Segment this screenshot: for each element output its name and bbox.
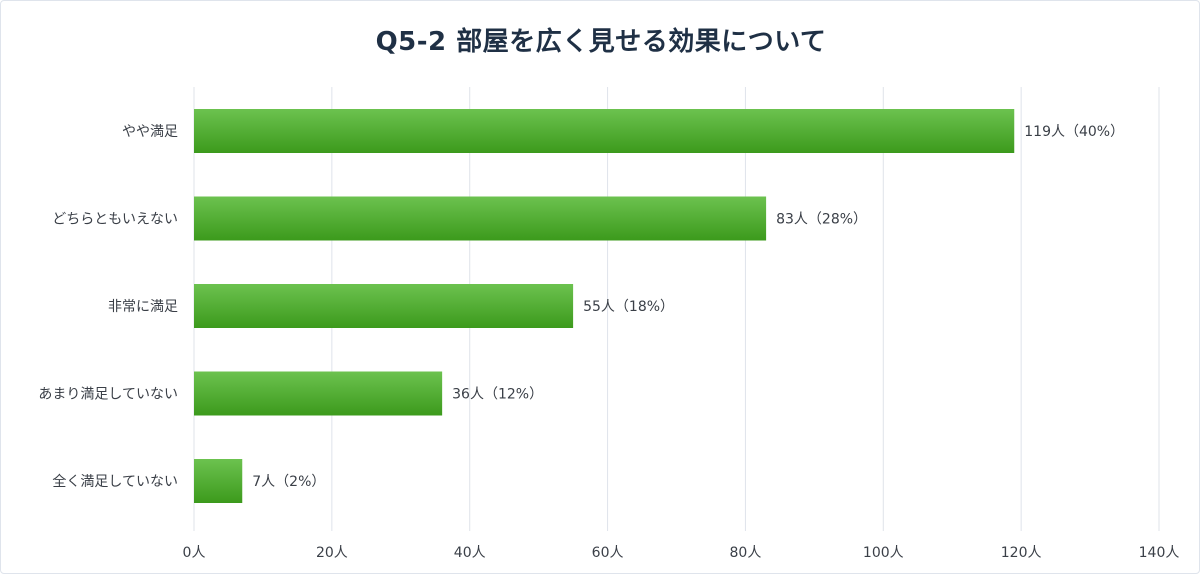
x-tick-label: 80人: [730, 545, 762, 561]
bar-0: [194, 109, 1015, 153]
category-label: 全く満足していない: [52, 473, 178, 490]
chart-title: Q5-2 部屋を広く見せる効果について: [375, 27, 827, 57]
x-tick-label: 0人: [183, 545, 206, 561]
data-label: 83人（28%）: [776, 212, 867, 228]
bar-2: [194, 284, 574, 328]
bars: [194, 109, 1015, 503]
data-label: 55人（18%）: [583, 299, 674, 315]
data-label: 7人（2%）: [252, 474, 325, 490]
x-tick-label: 120人: [1001, 545, 1042, 561]
bar-1: [194, 196, 767, 241]
x-tick-label: 60人: [592, 545, 624, 561]
x-tick-label: 40人: [454, 545, 486, 561]
x-tick-label: 100人: [863, 545, 904, 561]
x-tick-label: 20人: [316, 545, 348, 561]
data-label: 119人（40%）: [1024, 124, 1124, 140]
data-label: 36人（12%）: [452, 387, 543, 403]
category-label: どちらともいえない: [52, 212, 178, 228]
category-label: あまり満足していない: [38, 387, 178, 403]
category-label: やや満足: [122, 124, 178, 140]
bar-4: [194, 459, 243, 503]
category-label: 非常に満足: [108, 299, 178, 315]
bar-3: [194, 371, 443, 416]
labels: 0人 20人 40人 60人 80人 100人 120人 140人 やや満足 119人（40%） ど…: [38, 124, 1179, 561]
x-tick-label: 140人: [1139, 545, 1180, 561]
